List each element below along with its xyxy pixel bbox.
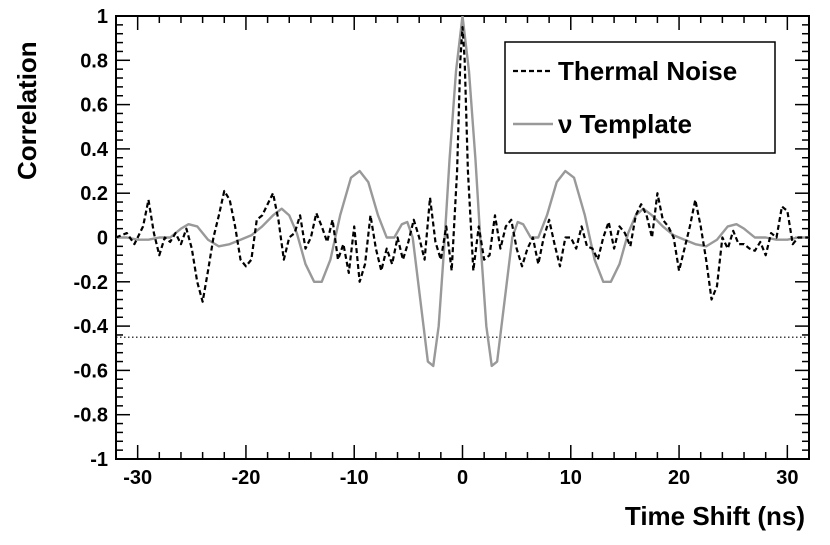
y-tick-label: 1 — [97, 6, 108, 28]
x-tick-label: 20 — [668, 467, 690, 489]
legend: Thermal Noise ν Template — [504, 41, 776, 154]
y-tick-label: 0.2 — [80, 183, 108, 205]
series-line-nu-template — [116, 16, 809, 368]
series-layer — [116, 16, 809, 368]
y-tick-label: 0 — [97, 228, 108, 250]
y-tick-label: -0.8 — [74, 405, 108, 427]
legend-label-nu-template: ν Template — [558, 109, 692, 139]
y-tick-label: -0.4 — [74, 316, 109, 338]
x-tick-label: -30 — [123, 467, 152, 489]
y-tick-label: 0.8 — [80, 50, 108, 72]
x-tick-label: -20 — [231, 467, 260, 489]
y-tick-label: -1 — [90, 449, 108, 471]
axis-tick-labels: -30 -20 -10 0 10 20 30 -1 -0.8 -0.6 -0.4 -0.2 0 0.2 0.… — [74, 6, 799, 489]
series-line-thermal-noise — [116, 25, 809, 303]
y-tick-label: -0.2 — [74, 272, 108, 294]
x-axis-title: Time Shift (ns) — [625, 501, 805, 531]
y-tick-label: 0.6 — [80, 95, 108, 117]
x-tick-label: -10 — [340, 467, 369, 489]
x-tick-label: 30 — [776, 467, 798, 489]
x-tick-label: 0 — [457, 467, 468, 489]
x-tick-label: 10 — [560, 467, 582, 489]
y-axis-title: Correlation — [12, 41, 42, 180]
y-tick-label: 0.4 — [80, 139, 109, 161]
legend-box — [504, 41, 776, 154]
axis-ticks — [115, 15, 810, 460]
legend-label-thermal-noise: Thermal Noise — [558, 56, 737, 86]
y-tick-label: -0.6 — [74, 360, 108, 382]
